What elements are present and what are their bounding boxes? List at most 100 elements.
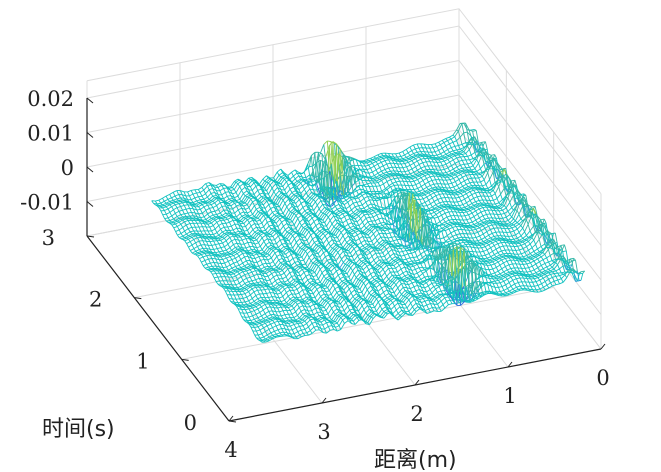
surface-segment [344, 243, 349, 250]
surface-segment [418, 257, 423, 261]
surface-segment [345, 205, 350, 210]
surface-segment [540, 253, 546, 258]
surface-segment [242, 270, 247, 273]
surface-segment [297, 214, 302, 219]
surface-segment [338, 297, 343, 303]
surface-segment [360, 214, 365, 219]
surface-segment [426, 203, 431, 207]
surface-segment [471, 201, 476, 204]
surface-segment [297, 248, 303, 255]
surface-segment [510, 230, 514, 233]
surface-segment [411, 281, 416, 284]
surface-segment [228, 267, 233, 271]
surface-segment [311, 225, 317, 230]
surface-segment [353, 209, 358, 213]
surface-segment [354, 320, 360, 325]
surface-segment [286, 233, 292, 240]
surface-segment [277, 221, 282, 228]
surface-segment [426, 194, 431, 198]
surface-segment [280, 288, 285, 294]
surface-segment [252, 313, 257, 317]
surface-segment [404, 299, 410, 305]
surface-segment [384, 268, 389, 273]
surface-segment [224, 260, 229, 264]
surface-segment [284, 184, 289, 191]
surface-segment [277, 292, 282, 295]
surface-segment [245, 308, 249, 311]
surface-segment [322, 296, 327, 300]
surface-segment [328, 248, 333, 254]
surface-segment [505, 271, 510, 275]
surface-segment [330, 242, 335, 247]
surface-segment [400, 266, 405, 270]
surface-segment [357, 261, 362, 266]
surface-segment [297, 296, 301, 299]
surface-segment [251, 270, 256, 273]
surface-segment [252, 199, 257, 203]
surface-segment [444, 304, 449, 309]
surface-segment [552, 284, 557, 287]
surface-segment [424, 259, 429, 263]
surface-segment [402, 270, 407, 274]
surface-segment [287, 293, 293, 297]
surface-segment [210, 202, 215, 206]
surface-segment [255, 304, 260, 308]
surface-segment [322, 309, 327, 312]
surface-segment [322, 238, 328, 244]
surface-segment [494, 257, 499, 260]
surface-segment [281, 229, 286, 235]
surface-segment [235, 264, 240, 267]
surface-segment [448, 182, 452, 185]
surface-segment [261, 218, 266, 224]
surface-segment [481, 267, 486, 270]
surface-segment [259, 240, 265, 247]
surface-segment [365, 308, 370, 314]
surface-segment [261, 303, 266, 308]
surface-segment [487, 185, 492, 189]
surface-segment [369, 210, 374, 213]
surface-segment [269, 261, 274, 265]
surface-segment [324, 216, 329, 223]
surface-segment [171, 213, 176, 217]
surface-segment [361, 193, 366, 196]
surface-segment [315, 197, 320, 203]
surface-segment [307, 283, 312, 289]
surface-segment [307, 301, 312, 305]
surface-segment [380, 263, 386, 268]
surface-segment [517, 244, 522, 247]
surface-segment [202, 263, 207, 267]
surface-segment [533, 267, 538, 271]
surface-segment [492, 248, 497, 252]
surface-segment [401, 163, 405, 165]
surface-segment [343, 201, 349, 205]
surface-segment [239, 271, 244, 275]
surface-segment [510, 267, 515, 269]
surface-segment [218, 205, 223, 210]
surface-segment [277, 328, 282, 331]
surface-segment [333, 228, 338, 235]
surface-segment [404, 278, 409, 281]
surface-segment [318, 318, 323, 321]
surface-segment [242, 284, 247, 289]
surface-segment [494, 252, 499, 256]
surface-segment [451, 155, 456, 158]
surface-segment [499, 262, 504, 266]
surface-segment [428, 197, 433, 201]
surface-segment [539, 272, 544, 276]
surface-segment [347, 198, 352, 203]
surface-segment [520, 219, 525, 226]
surface-segment [356, 201, 361, 203]
surface-segment [354, 300, 359, 306]
surface-segment [354, 269, 359, 275]
surface-segment [415, 259, 419, 262]
surface-segment [173, 207, 178, 211]
surface-segment [446, 179, 451, 181]
surface-segment [230, 202, 235, 207]
surface-segment [276, 239, 281, 245]
surface-segment [395, 259, 400, 262]
surface-segment [332, 292, 338, 299]
surface-segment [263, 316, 268, 320]
surface-segment [253, 303, 258, 306]
surface-segment [505, 282, 510, 286]
surface-segment [184, 228, 189, 232]
